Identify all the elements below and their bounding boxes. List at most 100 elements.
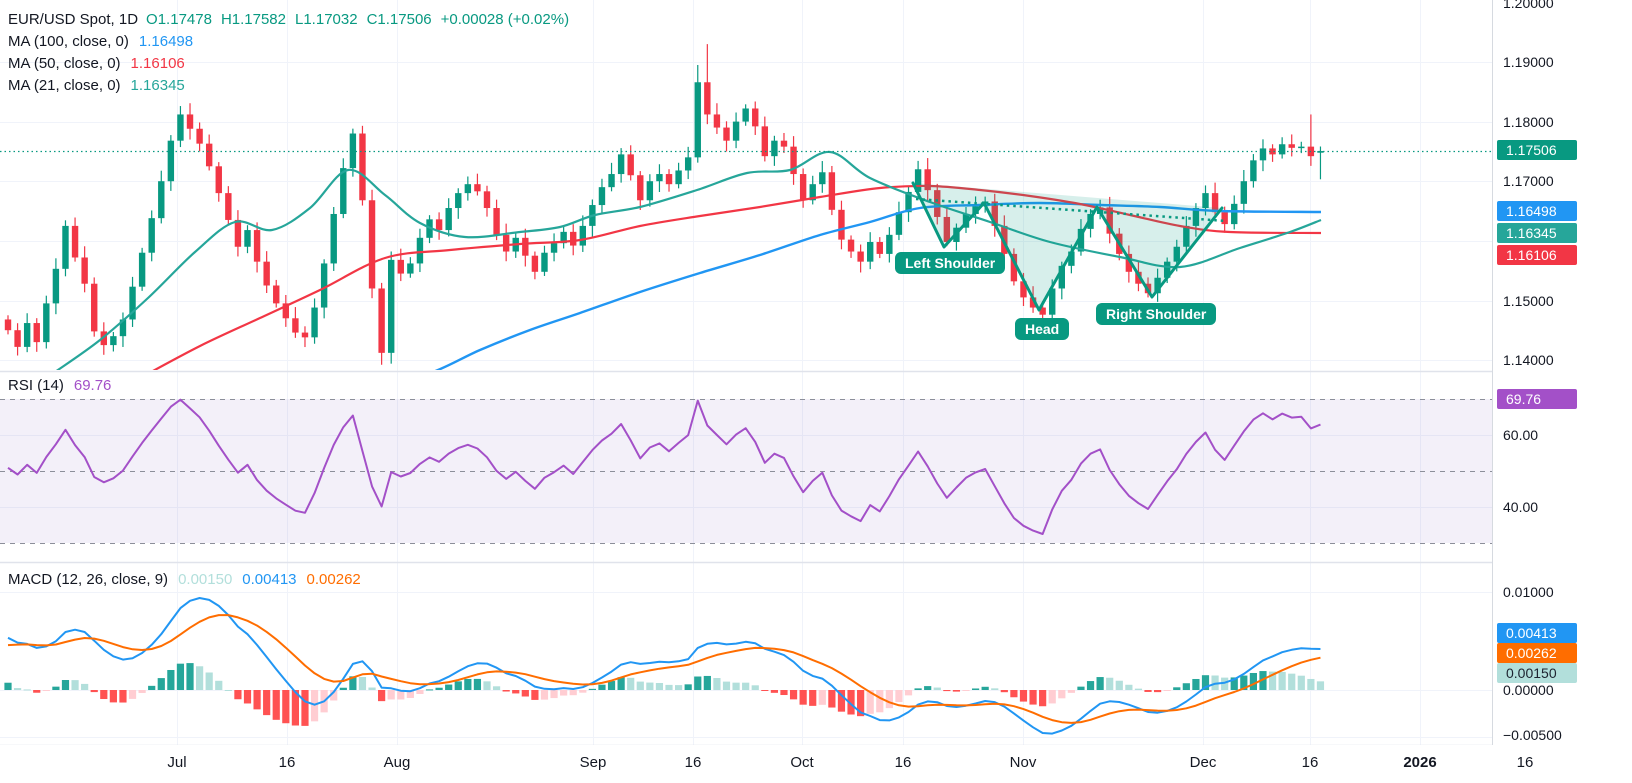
candle-body [282,303,290,319]
candle-body [914,169,922,192]
candle-body [838,209,845,240]
rsi-line[interactable] [7,398,1321,535]
candle-body [378,288,385,353]
macd-histogram-bar [406,690,414,698]
macd-badge: 0.00150 [1497,663,1577,683]
macd-histogram-bar [234,690,242,700]
macd-histogram-bar [4,682,12,690]
candle-body [14,330,21,347]
candle-body [1211,193,1219,213]
macd-histogram-bar [1039,690,1047,707]
candle-body [1288,144,1295,148]
macd-histogram-bar [770,690,778,693]
macd-histogram-bar [100,690,108,700]
candle-body [608,174,615,188]
ma21-line[interactable] [55,150,1322,372]
macd-histogram-bar [789,690,798,700]
macd-histogram-bar [924,686,932,690]
candle-body [1154,277,1161,294]
candle-body [771,140,778,157]
macd-histogram-bar [1192,678,1200,690]
ma50-line[interactable] [140,184,1322,378]
candle-body [1317,151,1324,153]
macd-plot [4,597,1325,735]
macd-histogram-bar [224,689,232,691]
macd-histogram-bar [464,678,472,690]
pattern-fill [913,183,1222,310]
candle-body [110,336,117,346]
macd-histogram-bar [33,690,41,693]
candle-body [1125,253,1133,272]
axis-tick-label: 40.00 [1503,499,1539,515]
candle-body [292,318,299,333]
candle-body [1259,148,1267,161]
macd-histogram-bar [196,666,204,690]
candle-body [1077,228,1085,252]
right-shoulder-label[interactable]: Right Shoulder [1096,303,1217,325]
macd-line[interactable] [7,597,1321,735]
macd-histogram-bar [483,681,491,690]
time-axis[interactable]: Jul 16 Aug Sep 16 Oct 16 Nov Dec 16 2026 16 [0,745,1632,783]
candle-body [320,263,328,308]
candle-body [1173,246,1180,262]
macd-histogram-bar [330,690,338,701]
macd-histogram-bar [186,663,194,690]
axis-tick-label: −0.00500 [1503,727,1562,743]
candle-body [876,241,883,254]
macd-histogram-bar [1010,690,1018,698]
candle-body [943,216,951,242]
candle-body [129,286,136,320]
candle-body [570,231,577,246]
axis-tick-label: 1.20000 [1503,0,1554,11]
candle-body [819,172,826,185]
macd-histogram-bar [617,677,625,690]
time-tick-label: Sep [579,754,607,771]
left-shoulder-label[interactable]: Left Shoulder [895,252,1006,274]
time-tick-label: 16 [684,754,702,771]
candle-body [1202,193,1209,209]
macd-histogram-bar [713,678,721,690]
macd-histogram-bar [857,690,865,717]
price-axis[interactable]: 1.20000 1.19000 1.18000 1.17000 1.15000 1.140… [1492,0,1632,745]
candle-body [215,166,222,194]
ma100-line[interactable] [385,201,1322,380]
macd-histogram-bar [1019,690,1028,702]
candle-body [704,82,711,115]
pattern-zigzag-line[interactable] [911,181,1224,312]
macd-signal-line[interactable] [7,614,1321,724]
macd-histogram-bar [971,688,980,690]
macd-histogram-bar [176,663,185,690]
macd-histogram-bar [876,690,884,713]
macd-histogram-bar [560,690,568,696]
macd-histogram-bar [933,687,941,690]
macd-histogram-bar [387,690,395,700]
candle-body [656,174,663,182]
candle-body [91,283,98,332]
candle-body [71,225,79,258]
axis-tick-label: 0.00000 [1503,682,1554,698]
macd-histogram-bar [512,690,520,694]
candle-body [435,219,443,231]
macd-histogram-bar [1134,688,1143,690]
axis-tick-label: 1.19000 [1503,54,1554,70]
macd-histogram-bar [991,688,999,690]
candle-body [541,252,548,272]
macd-histogram-bar [1173,687,1181,690]
candle-body [637,175,644,201]
macd-histogram-bar [828,690,836,708]
candle-body [416,237,424,264]
macd-histogram-bar [492,686,501,690]
candle-body [1240,181,1248,204]
head-label[interactable]: Head [1015,318,1070,340]
candle-body [502,234,510,252]
macd-histogram-bar [847,690,855,715]
macd-histogram-bar [1115,680,1123,690]
macd-histogram-bar [531,690,539,700]
price-badge: 1.16345 [1497,223,1577,243]
macd-histogram-bar [243,690,252,704]
macd-histogram-bar [751,685,759,690]
head-and-shoulders-pattern[interactable] [911,181,1227,312]
candle-body [713,114,721,128]
candle-body [694,82,701,158]
